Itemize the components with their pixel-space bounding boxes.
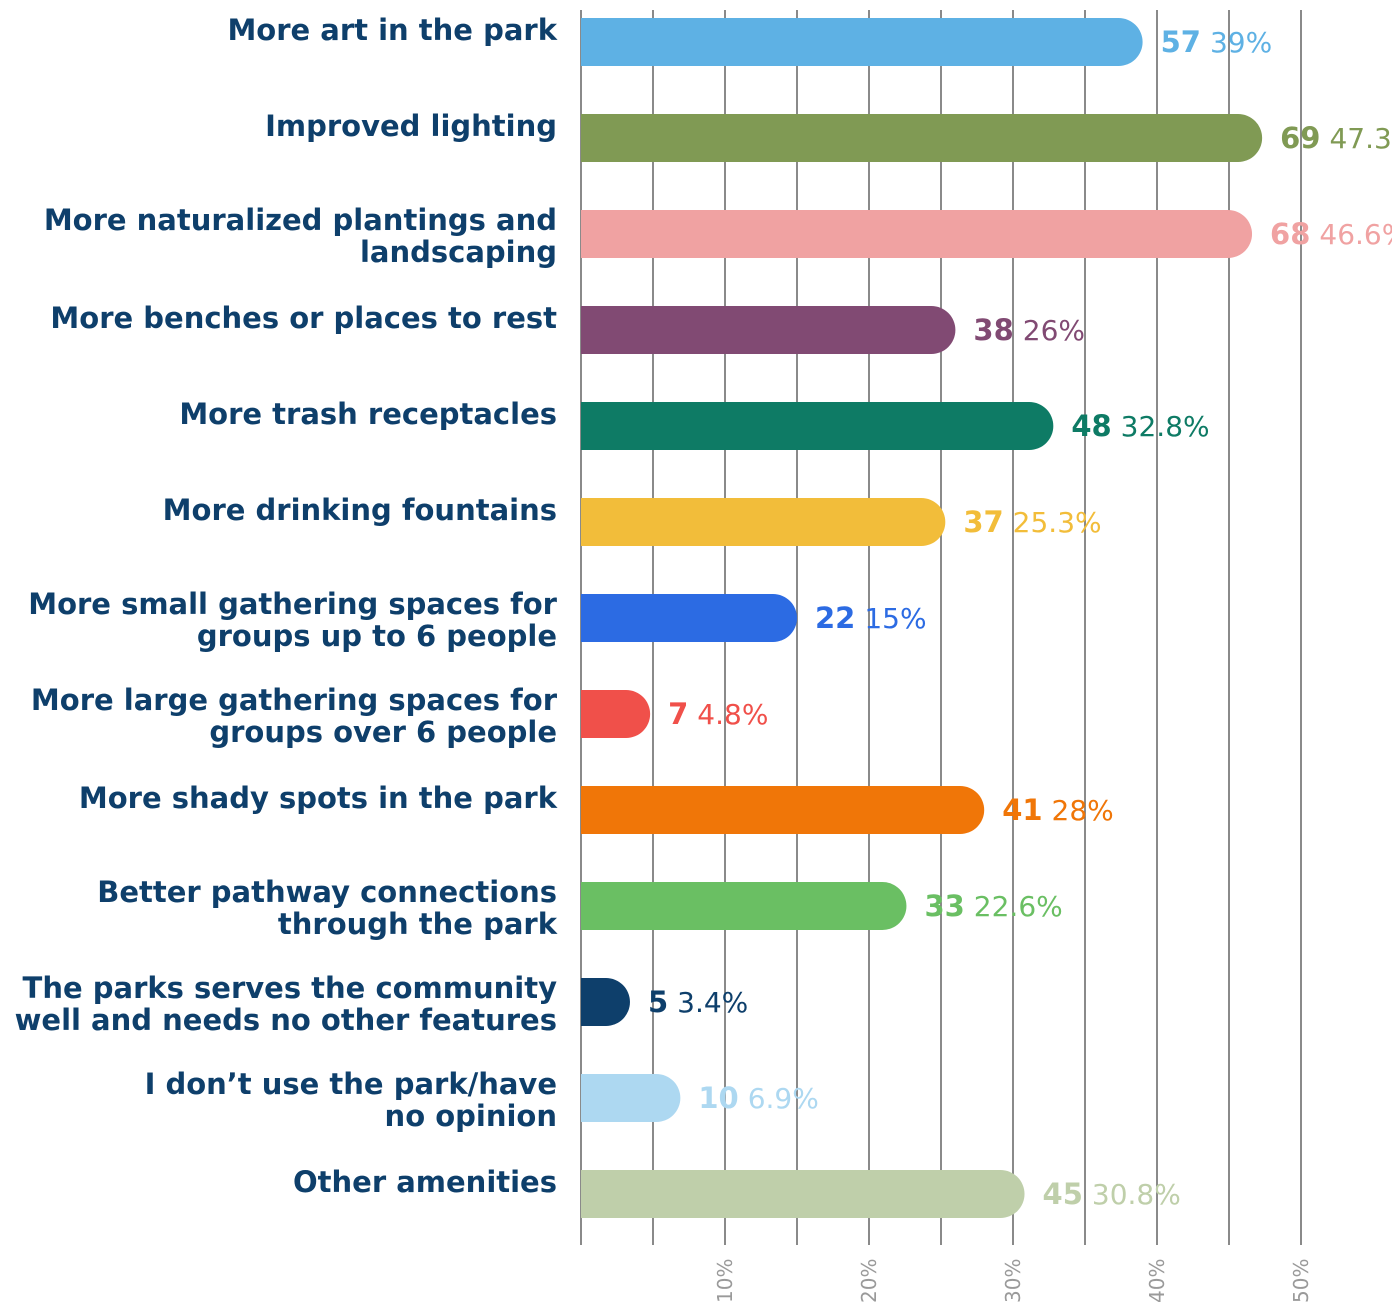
value-label-13: 45 30.8% — [1043, 1177, 1181, 1211]
bar-7 — [581, 594, 797, 642]
value-label-1: 57 39% — [1161, 25, 1273, 59]
category-label-9: More shady spots in the park — [79, 781, 558, 815]
count-label-12: 10 — [698, 1081, 738, 1115]
bar-2 — [581, 114, 1263, 162]
percent-label-5: 32.8% — [1121, 410, 1210, 443]
count-label-6: 37 — [963, 505, 1003, 539]
value-label-7: 22 15% — [815, 601, 927, 635]
percent-label-1: 39% — [1210, 26, 1272, 59]
category-label-13: Other amenities — [293, 1165, 557, 1199]
value-label-2: 69 47.3% — [1280, 121, 1392, 155]
percent-label-13: 30.8% — [1092, 1178, 1181, 1211]
count-label-4: 38 — [973, 313, 1013, 347]
bar-5 — [581, 402, 1054, 450]
count-label-5: 48 — [1071, 409, 1111, 443]
bar-10 — [581, 882, 907, 930]
value-labels: 5739%6947.3%6846.6%3826%4832.8%3725.3%22… — [648, 25, 1392, 1211]
value-label-4: 38 26% — [973, 313, 1085, 347]
x-tick-label-30: 30% — [1001, 1259, 1025, 1303]
value-label-6: 37 25.3% — [963, 505, 1101, 539]
x-axis-ticks: 10% 20% 30% 40% 50% — [713, 1259, 1313, 1303]
value-label-12: 10 6.9% — [698, 1081, 819, 1115]
percent-label-3: 46.6% — [1319, 218, 1392, 251]
count-label-11: 5 — [648, 985, 668, 1019]
percent-label-6: 25.3% — [1013, 506, 1102, 539]
x-tick-label-40: 40% — [1145, 1259, 1169, 1303]
count-label-3: 68 — [1270, 217, 1310, 251]
category-label-8: More large gathering spaces for groups ov… — [31, 683, 558, 749]
bars — [581, 18, 1263, 1218]
value-label-9: 41 28% — [1002, 793, 1114, 827]
count-label-9: 41 — [1002, 793, 1042, 827]
value-label-8: 7 4.8% — [668, 697, 768, 731]
category-label-11: The parks serves the community well and n… — [15, 971, 557, 1037]
category-label-6: More drinking fountains — [163, 493, 557, 527]
count-label-7: 22 — [815, 601, 855, 635]
bar-12 — [581, 1074, 681, 1122]
value-label-5: 48 32.8% — [1071, 409, 1209, 443]
percent-label-11: 3.4% — [677, 986, 748, 1019]
count-label-2: 69 — [1280, 121, 1320, 155]
bar-8 — [581, 690, 651, 738]
percent-label-10: 22.6% — [974, 890, 1063, 923]
bar-6 — [581, 498, 946, 546]
category-label-2: Improved lighting — [265, 109, 557, 143]
bar-1 — [581, 18, 1143, 66]
count-label-1: 57 — [1161, 25, 1201, 59]
category-label-12: I don’t use the park/have no opinion — [145, 1067, 557, 1133]
percent-label-4: 26% — [1023, 314, 1085, 347]
category-label-1: More art in the park — [227, 13, 557, 47]
percent-label-8: 4.8% — [697, 698, 768, 731]
category-label-3: More naturalized plantings and landscapin… — [44, 203, 557, 269]
x-tick-label-10: 10% — [713, 1259, 737, 1303]
value-label-10: 33 22.6% — [924, 889, 1062, 923]
bar-4 — [581, 306, 956, 354]
bar-11 — [581, 978, 630, 1026]
x-tick-label-20: 20% — [857, 1259, 881, 1303]
value-label-11: 5 3.4% — [648, 985, 748, 1019]
percent-label-9: 28% — [1052, 794, 1114, 827]
category-label-7: More small gathering spaces for groups up… — [28, 587, 557, 653]
category-labels: More art in the park Improved lighting Mor… — [15, 13, 558, 1199]
percent-label-2: 47.3% — [1329, 122, 1392, 155]
category-label-4: More benches or places to rest — [50, 301, 557, 335]
bar-3 — [581, 210, 1253, 258]
percent-label-12: 6.9% — [748, 1082, 819, 1115]
bar-9 — [581, 786, 985, 834]
bar-13 — [581, 1170, 1025, 1218]
count-label-13: 45 — [1043, 1177, 1083, 1211]
category-label-10: Better pathway connections through the pa… — [97, 875, 557, 941]
count-label-8: 7 — [668, 697, 688, 731]
x-tick-label-50: 50% — [1289, 1259, 1313, 1303]
category-label-5: More trash receptacles — [179, 397, 557, 431]
value-label-3: 68 46.6% — [1270, 217, 1392, 251]
percent-label-7: 15% — [864, 602, 926, 635]
count-label-10: 33 — [924, 889, 964, 923]
